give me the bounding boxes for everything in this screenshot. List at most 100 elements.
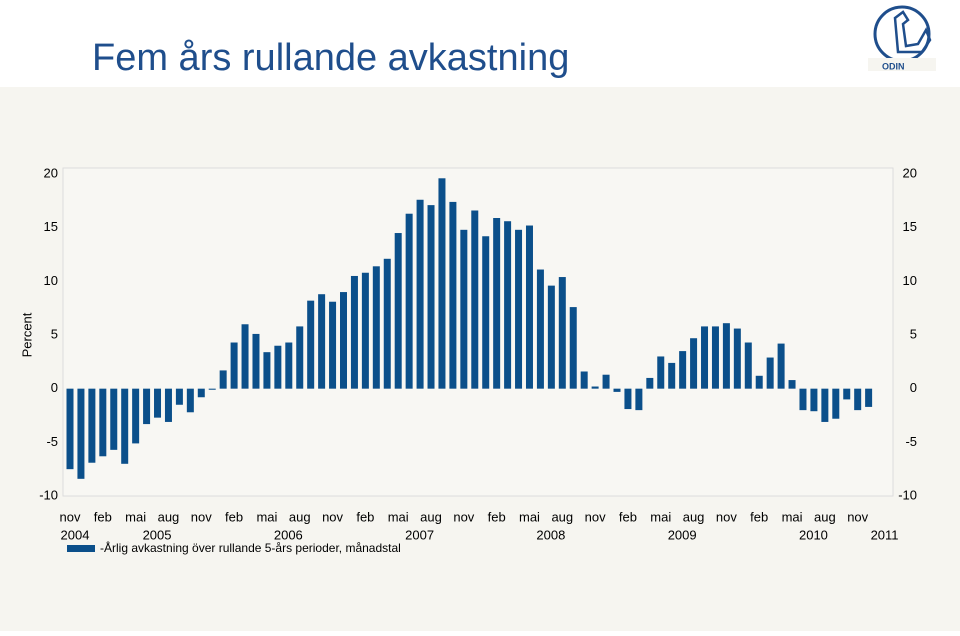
bar: [755, 375, 763, 389]
legend-swatch: [67, 545, 95, 552]
bar: [635, 388, 643, 411]
x-tick-label: feb: [356, 509, 374, 524]
bar: [175, 388, 183, 405]
y2-tick-label: 5: [910, 326, 917, 341]
bar: [285, 342, 293, 389]
bar: [701, 326, 709, 389]
bar: [613, 388, 621, 392]
bar: [77, 388, 85, 479]
bar: [482, 236, 490, 389]
x-tick-label: mai: [388, 509, 409, 524]
y2-tick-label: -5: [905, 434, 917, 449]
year-label: 2004: [61, 527, 90, 542]
bar: [504, 221, 512, 389]
x-tick-label: aug: [289, 509, 311, 524]
bar: [547, 285, 555, 389]
y-tick-label: -5: [46, 434, 58, 449]
bar: [766, 357, 774, 389]
bar: [591, 386, 599, 389]
bar: [854, 388, 862, 411]
y2-tick-label: 0: [910, 380, 917, 395]
bar: [361, 272, 369, 389]
bar: [164, 388, 172, 422]
year-label: 2010: [799, 527, 828, 542]
bar: [110, 388, 118, 450]
bar: [843, 388, 851, 400]
x-tick-label: feb: [750, 509, 768, 524]
bar: [99, 388, 107, 457]
y-tick-label: 5: [51, 326, 58, 341]
bar: [274, 345, 282, 389]
bar: [143, 388, 151, 425]
bar: [350, 275, 358, 389]
x-tick-label: nov: [191, 509, 212, 524]
bar: [197, 388, 205, 398]
bar: [394, 233, 402, 389]
x-tick-label: nov: [453, 509, 474, 524]
y2-tick-label: 10: [903, 273, 917, 288]
bar: [88, 388, 96, 463]
bar: [569, 307, 577, 389]
x-tick-label: aug: [683, 509, 705, 524]
y-tick-label: 20: [44, 165, 58, 180]
bar: [646, 377, 654, 389]
bar: [711, 326, 719, 389]
year-label: 2009: [668, 527, 697, 542]
y-axis-label: Percent: [19, 312, 34, 357]
bar: [733, 328, 741, 389]
bar: [865, 388, 873, 407]
bar: [66, 388, 74, 470]
bar: [296, 326, 304, 389]
bar: [580, 371, 588, 389]
x-tick-label: nov: [585, 509, 606, 524]
bar: [690, 338, 698, 389]
bar: [329, 301, 337, 389]
bar: [722, 323, 730, 389]
x-tick-label: mai: [256, 509, 277, 524]
bar: [438, 178, 446, 389]
bar: [427, 205, 435, 389]
chart-title: Fem års rullande avkastning: [92, 37, 569, 79]
x-tick-label: nov: [60, 509, 81, 524]
x-tick-label: nov: [847, 509, 868, 524]
bar: [307, 300, 315, 389]
bar: [241, 324, 249, 389]
logo: ODIN: [868, 5, 936, 71]
x-tick-label: mai: [782, 509, 803, 524]
bar: [340, 292, 347, 389]
bar: [263, 352, 271, 389]
bar: [777, 343, 785, 389]
bar: [132, 388, 140, 444]
bar: [624, 388, 632, 410]
bar: [602, 374, 610, 389]
bar: [416, 199, 424, 389]
logo-text: ODIN: [882, 61, 905, 71]
x-tick-label: feb: [225, 509, 243, 524]
x-tick-label: feb: [488, 509, 506, 524]
x-tick-label: mai: [125, 509, 146, 524]
y-tick-label: -10: [39, 487, 58, 502]
bar: [449, 201, 457, 389]
x-tick-label: aug: [814, 509, 836, 524]
y-tick-label: 10: [44, 273, 58, 288]
year-label: 2007: [405, 527, 434, 542]
x-tick-label: mai: [519, 509, 540, 524]
x-tick-label: nov: [716, 509, 737, 524]
x-tick-label: feb: [94, 509, 112, 524]
legend-label: -Årlig avkastning över rullande 5-års pe…: [100, 540, 401, 555]
bar: [383, 258, 391, 389]
year-label: 2006: [274, 527, 303, 542]
bar: [558, 277, 566, 389]
bar: [810, 388, 818, 412]
x-tick-label: nov: [322, 509, 343, 524]
bar: [318, 294, 326, 389]
y-tick-label: 0: [51, 380, 58, 395]
bar: [679, 351, 687, 389]
year-label: 2005: [143, 527, 172, 542]
bar: [668, 362, 676, 389]
x-tick-label: feb: [619, 509, 637, 524]
bar: [788, 380, 796, 389]
bar: [799, 388, 807, 411]
